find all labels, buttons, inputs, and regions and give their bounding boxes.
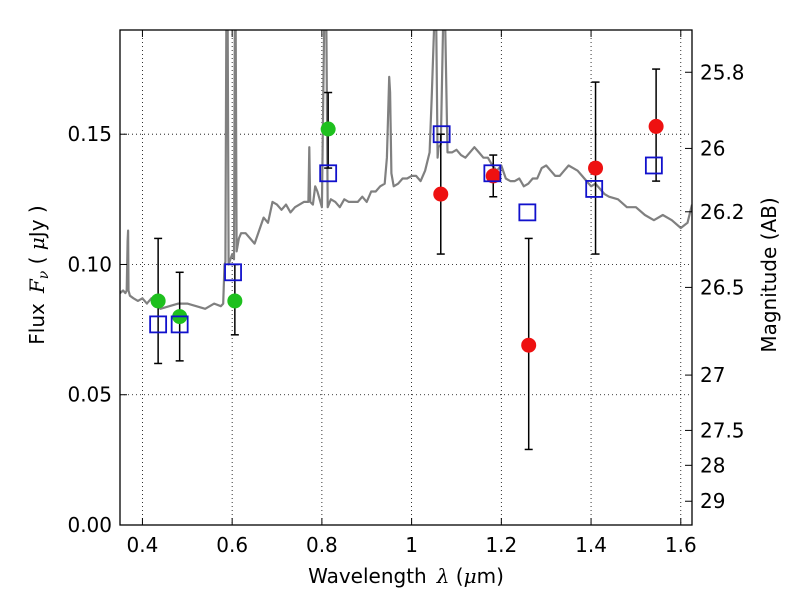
red-data-point	[433, 186, 449, 202]
model-flux-square	[483, 164, 502, 183]
green-data-point	[320, 121, 336, 137]
model-flux-square	[224, 263, 242, 282]
y2-tick-label: 26.5	[700, 275, 745, 299]
y2-tick-label: 26.2	[700, 200, 745, 224]
x-axis-title: Wavelength λ (μm)	[308, 564, 504, 588]
x-tick-label: 1.4	[575, 533, 607, 557]
model-flux-square	[149, 315, 168, 334]
y-axis-title-subscript: ν	[36, 270, 52, 279]
spectrum-line	[120, 30, 692, 310]
x-axis-title-unit-mu: μ	[464, 564, 477, 588]
y-axis-title-unit-rest: Jy )	[25, 205, 49, 239]
y2-tick-label: 26	[700, 136, 725, 160]
y2-axis-title: Magnitude (AB)	[757, 197, 781, 352]
model-flux-square	[319, 164, 338, 183]
x-axis-title-text: Wavelength	[308, 564, 427, 588]
red-data-point	[521, 337, 537, 353]
x-tick-label: 0.6	[216, 533, 248, 557]
x-tick-label: 0.8	[306, 533, 338, 557]
template-spectrum	[120, 30, 692, 310]
y2-tick-label: 27.5	[700, 418, 745, 442]
plot-background	[120, 30, 692, 525]
y-axis-title: Flux Fν ( μJy )	[25, 205, 52, 344]
y2-tick-label: 28	[700, 453, 725, 477]
plot-frame	[119, 29, 693, 526]
x-tick-label: 1.6	[665, 533, 697, 557]
green-data-point	[150, 293, 166, 309]
y2-tick-label: 29	[700, 489, 725, 513]
x-axis-title-symbol: λ	[436, 564, 450, 588]
y-tick-label: 0.15	[67, 122, 112, 146]
model-flux-square	[585, 180, 604, 198]
x-tick-label: 1.2	[485, 533, 517, 557]
red-data-point	[485, 168, 501, 184]
y-axis-title-symbol: F	[25, 278, 49, 294]
model-flux-square	[170, 315, 189, 334]
y-tick-label: 0.10	[67, 252, 112, 276]
model-flux-square	[518, 203, 537, 222]
y2-tick-label: 27	[700, 363, 725, 387]
y-axis-title-unit-mu: μ	[25, 237, 49, 250]
model-flux-square	[432, 125, 451, 144]
red-data-point	[588, 160, 604, 176]
x-axis-title-unit-open: (	[449, 564, 463, 588]
x-axis-title-unit-rest: m)	[477, 564, 504, 588]
green-data-point	[227, 293, 243, 309]
y2-tick-label: 25.8	[700, 60, 745, 84]
model-flux-square	[644, 156, 663, 175]
data-markers	[149, 68, 664, 451]
y-tick-label: 0.00	[67, 513, 112, 537]
y-axis-title-unit-open: (	[25, 250, 49, 271]
x-tick-label: 0.4	[127, 533, 159, 557]
y-axis-title-text: Flux	[25, 303, 49, 345]
x-tick-label: 1	[405, 533, 418, 557]
y-tick-label: 0.05	[67, 383, 112, 407]
red-data-point	[648, 118, 664, 134]
axis-ticks: 0.4 0.6 0.8 1 1.2 1.4 1.6 0.00 0.05 0.10 0.15 25.8 2…	[67, 30, 745, 557]
